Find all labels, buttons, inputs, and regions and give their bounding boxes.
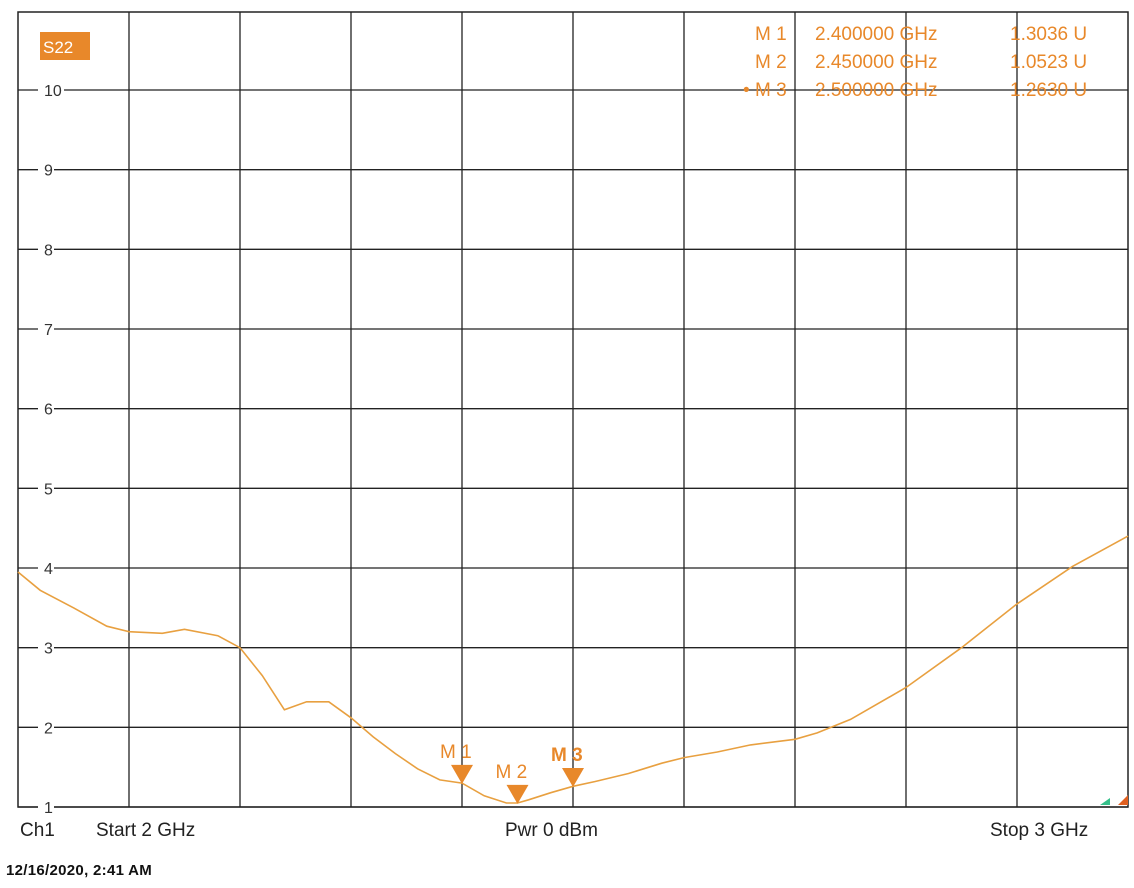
marker-readout-label: M 1 bbox=[755, 24, 787, 45]
timestamp: 12/16/2020, 2:41 AM bbox=[6, 862, 153, 879]
marker-readout-value: 1.2630 U bbox=[1010, 80, 1087, 101]
ytick-label: 4 bbox=[44, 561, 53, 578]
ytick-label: 7 bbox=[44, 322, 53, 339]
ytick-label: 2 bbox=[44, 720, 53, 737]
ytick-label: 8 bbox=[44, 242, 53, 259]
edge-indicator bbox=[1100, 798, 1110, 805]
ytick-bg bbox=[38, 638, 54, 657]
trace-badge bbox=[40, 32, 90, 60]
ytick-bg bbox=[38, 81, 64, 99]
marker-readout-value: 1.0523 U bbox=[1010, 52, 1087, 73]
ytick-bg bbox=[38, 320, 54, 338]
ytick-bg bbox=[38, 798, 54, 815]
edge-indicator bbox=[1118, 795, 1128, 805]
marker-readout-value: 1.3036 U bbox=[1010, 24, 1087, 45]
ytick-label: 6 bbox=[44, 402, 53, 419]
ytick-label: 3 bbox=[44, 641, 53, 658]
ytick-label: 9 bbox=[44, 163, 53, 180]
trace-name: S22 bbox=[43, 38, 73, 57]
marker-readout-freq: 2.500000 GHz bbox=[815, 80, 938, 101]
ytick-bg bbox=[38, 559, 54, 577]
plot-area: 1 2 3 4 5 6 7 8 9 10 S22 M 1 M 1 2.400000 GHz 1.3036 U… bbox=[17, 11, 1129, 815]
marker-readout-freq: 2.400000 GHz bbox=[815, 24, 938, 45]
marker-label: M 1 bbox=[440, 742, 472, 763]
ytick-bg bbox=[38, 718, 54, 737]
marker-readout-freq: 2.450000 GHz bbox=[815, 52, 938, 73]
ytick-label: 5 bbox=[44, 481, 53, 498]
ytick-label: 1 bbox=[44, 800, 53, 815]
ytick-label: 10 bbox=[44, 83, 62, 100]
marker-triangle bbox=[451, 764, 473, 784]
stop-frequency: Stop 3 GHz bbox=[990, 820, 1089, 841]
trace-line bbox=[17, 535, 1129, 804]
marker-label: M 3 bbox=[551, 745, 583, 766]
marker-readout-label: M 2 bbox=[755, 52, 787, 73]
marker-triangle bbox=[506, 784, 529, 804]
ytick-bg bbox=[38, 479, 54, 498]
ytick-bg bbox=[38, 160, 54, 179]
start-frequency: Start 2 GHz bbox=[96, 820, 196, 841]
marker-triangle bbox=[562, 768, 584, 788]
active-marker-dot: • bbox=[743, 80, 750, 101]
marker-label: M 2 bbox=[496, 762, 528, 783]
ytick-bg bbox=[38, 399, 54, 418]
channel-label: Ch1 bbox=[20, 820, 55, 841]
marker-readout-label: M 3 bbox=[755, 80, 787, 101]
ytick-bg bbox=[38, 240, 54, 259]
power-level: Pwr 0 dBm bbox=[505, 820, 598, 841]
